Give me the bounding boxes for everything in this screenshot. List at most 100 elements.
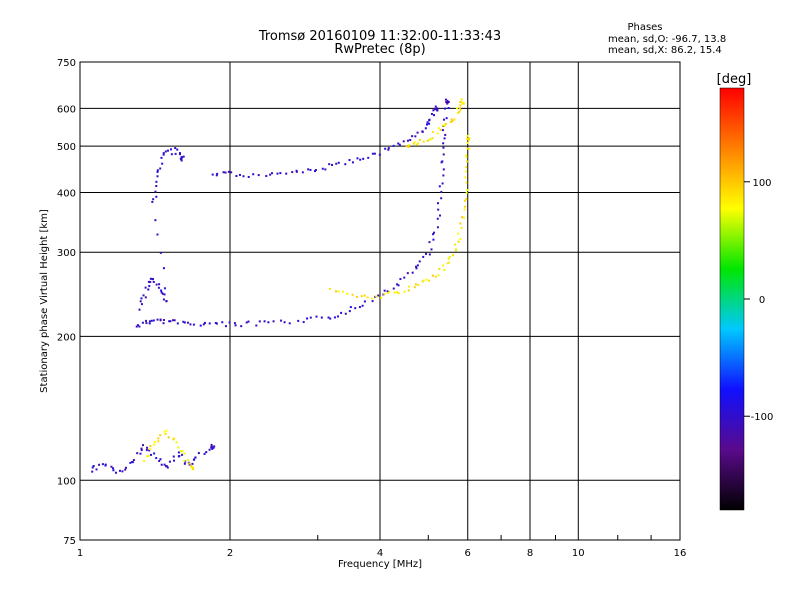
echo-point <box>285 172 288 175</box>
echo-point <box>444 133 447 136</box>
echo-point <box>397 292 400 295</box>
echo-point <box>203 452 206 455</box>
echo-point <box>424 127 427 130</box>
echo-point <box>192 467 195 470</box>
echo-point <box>446 101 449 104</box>
echo-point <box>421 130 424 133</box>
echo-point <box>466 141 469 144</box>
echo-point <box>428 122 431 125</box>
echo-point <box>258 320 261 323</box>
echo-point <box>398 143 401 146</box>
echo-point <box>91 470 94 473</box>
echo-point <box>437 274 440 277</box>
echo-point <box>162 318 165 321</box>
echo-point <box>147 454 150 457</box>
echo-point <box>459 108 462 111</box>
echo-point <box>337 290 340 293</box>
echo-point <box>208 448 211 451</box>
echo-point <box>407 145 410 148</box>
echo-point <box>431 130 434 133</box>
echo-point <box>405 145 408 148</box>
echo-point <box>228 321 231 324</box>
echo-point <box>399 278 402 281</box>
echo-point <box>139 452 142 455</box>
colorbar-tick-label: 100 <box>752 178 771 189</box>
echo-point <box>166 466 169 469</box>
echo-point <box>159 167 162 170</box>
echo-point <box>340 311 343 314</box>
echo-point <box>230 171 233 174</box>
echo-point <box>387 148 390 151</box>
echo-point <box>320 316 323 319</box>
echo-point <box>156 170 159 173</box>
echo-point <box>177 446 180 449</box>
echo-point <box>335 290 338 293</box>
echo-point <box>468 147 471 150</box>
echo-point <box>101 463 104 466</box>
echo-point <box>140 297 143 300</box>
echo-point <box>442 118 445 121</box>
echo-point <box>272 320 275 323</box>
echo-point <box>147 280 150 283</box>
echo-point <box>149 277 152 280</box>
echo-point <box>465 197 468 200</box>
echo-point <box>384 147 387 150</box>
echo-point <box>136 452 139 455</box>
echo-point <box>440 197 443 200</box>
echo-point <box>463 208 466 211</box>
echo-point <box>154 190 157 193</box>
echo-point <box>153 443 156 446</box>
echo-point <box>457 232 460 235</box>
echo-point <box>411 135 414 138</box>
echo-point <box>182 155 185 158</box>
echo-point <box>149 281 152 284</box>
echo-point <box>460 226 463 229</box>
echo-point <box>397 142 400 145</box>
echo-point <box>414 135 417 138</box>
echo-point <box>213 445 216 448</box>
echo-point <box>115 471 118 474</box>
echo-point <box>176 322 179 325</box>
echo-point <box>170 148 173 151</box>
echo-point <box>414 283 417 286</box>
echo-point <box>131 461 134 464</box>
echo-point <box>168 320 171 323</box>
echo-point <box>466 147 469 150</box>
echo-point <box>188 463 191 466</box>
echo-point <box>216 172 219 175</box>
echo-point <box>371 152 374 155</box>
echo-point <box>162 152 165 155</box>
echo-point <box>426 121 429 124</box>
echo-point <box>362 157 365 160</box>
echo-point <box>411 271 414 274</box>
echo-point <box>191 466 194 469</box>
echo-point <box>155 457 158 460</box>
echo-point <box>306 317 309 320</box>
echo-point <box>445 101 448 104</box>
echo-point <box>205 451 208 454</box>
echo-point <box>458 110 461 113</box>
echo-point <box>363 300 366 303</box>
echo-point <box>172 319 175 322</box>
echo-point <box>460 98 463 101</box>
echo-point <box>466 189 469 192</box>
echo-point <box>148 447 151 450</box>
echo-point <box>422 279 425 282</box>
echo-point <box>441 264 444 267</box>
echo-point <box>426 123 429 126</box>
echo-point <box>440 190 443 193</box>
echo-point <box>380 296 383 299</box>
echo-point <box>426 139 429 142</box>
echo-point <box>240 325 243 328</box>
echo-point <box>153 452 156 455</box>
echo-point <box>144 286 147 289</box>
echo-point <box>324 168 327 171</box>
echo-point <box>92 465 95 468</box>
echo-point <box>155 180 158 183</box>
echo-point <box>150 319 153 322</box>
echo-point <box>234 324 237 327</box>
echo-point <box>183 452 186 455</box>
echo-point <box>428 279 431 282</box>
echo-point <box>157 440 160 443</box>
echo-point <box>432 233 435 236</box>
